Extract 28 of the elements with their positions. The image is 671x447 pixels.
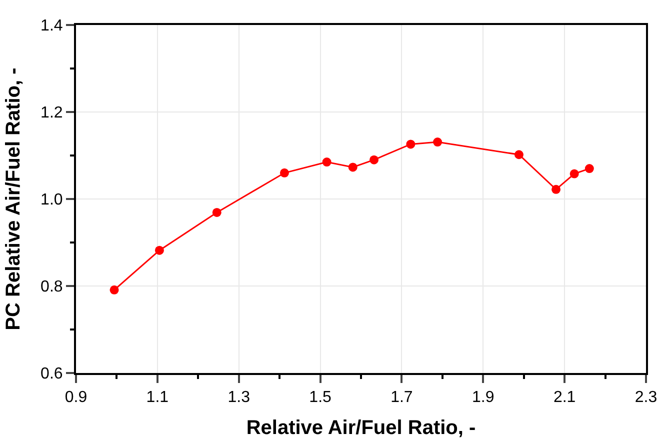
point (406, 140, 416, 149)
x-tick-label: 2.1 (553, 389, 576, 406)
x-tick-label: 0.9 (64, 389, 88, 406)
point (570, 169, 579, 178)
x-tick-label: 1.1 (146, 389, 169, 406)
point (584, 164, 594, 174)
point (280, 168, 289, 178)
y-tick-label: 1.4 (40, 18, 63, 35)
x-tick-label: 2.3 (634, 389, 658, 406)
x-tick-label: 1.5 (309, 389, 332, 406)
point (433, 138, 442, 147)
point (110, 285, 119, 294)
point (348, 162, 358, 172)
y-tick-label: 0.8 (40, 278, 63, 296)
point (212, 208, 222, 217)
x-tick-label: 1.3 (228, 389, 250, 406)
point (552, 184, 561, 194)
y-tick-label: 1.2 (40, 104, 63, 122)
point (514, 150, 524, 160)
x-tick-label: 1.9 (472, 389, 494, 406)
point (154, 246, 164, 255)
point (322, 158, 332, 167)
x-tick-label: 1.7 (390, 389, 413, 406)
y-axis-title: PC Relative Air/Fuel Ratio, - (2, 68, 25, 330)
y-tick-label: 1.0 (40, 192, 63, 209)
point (370, 155, 379, 164)
y-tick-label: 0.6 (40, 366, 63, 383)
x-axis-title: Relative Air/Fuel Ratio, - (246, 417, 476, 440)
